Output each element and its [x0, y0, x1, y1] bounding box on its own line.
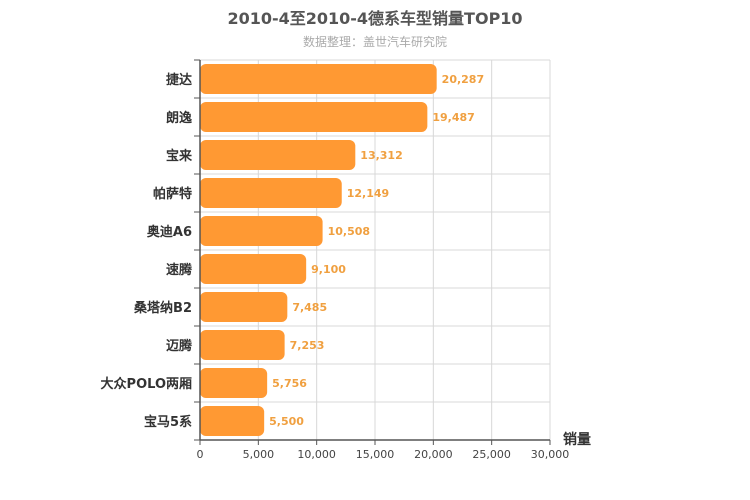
category-label: 桑塔纳B2 — [133, 300, 192, 316]
category-label: 迈腾 — [166, 338, 193, 354]
category-label: 速腾 — [166, 262, 193, 278]
bar — [200, 330, 285, 360]
category-label: 大众POLO两厢 — [101, 376, 192, 392]
bar — [200, 406, 265, 436]
x-tick-label: 25,000 — [472, 448, 511, 461]
data-label: 9,100 — [311, 263, 346, 276]
category-label: 捷达 — [166, 72, 192, 88]
chart-subtitle: 数据整理：盖世汽车研究院 — [302, 35, 447, 49]
data-label: 7,485 — [292, 301, 327, 314]
data-label: 7,253 — [290, 339, 325, 352]
category-label: 宝马5系 — [144, 414, 192, 430]
data-label: 5,756 — [272, 377, 307, 390]
bar — [200, 140, 356, 170]
bar — [200, 368, 268, 398]
data-label: 5,500 — [269, 415, 304, 428]
x-tick-label: 0 — [197, 448, 204, 461]
x-tick-label: 30,000 — [531, 448, 570, 461]
bar — [200, 254, 307, 284]
category-label: 帕萨特 — [153, 186, 192, 202]
x-tick-label: 10,000 — [297, 448, 336, 461]
x-tick-label: 20,000 — [414, 448, 453, 461]
bar-series: 20,287 19,487 13,312 12,149 10,508 9,100 7,485… — [200, 64, 484, 436]
data-label: 10,508 — [328, 225, 370, 238]
data-label: 13,312 — [360, 149, 402, 162]
bar — [200, 102, 428, 132]
chart-title: 2010-4至2010-4德系车型销量TOP10 — [227, 9, 523, 28]
data-label: 19,487 — [432, 111, 474, 124]
bar — [200, 178, 342, 208]
x-tick-label: 15,000 — [356, 448, 395, 461]
bar — [200, 292, 288, 322]
category-label: 宝来 — [166, 148, 193, 164]
x-tick-label: 5,000 — [243, 448, 275, 461]
x-axis-title: 销量 — [563, 431, 591, 448]
data-label: 20,287 — [442, 73, 484, 86]
data-label: 12,149 — [347, 187, 389, 200]
category-label: 奥迪A6 — [147, 224, 192, 240]
bar — [200, 216, 323, 246]
category-label: 朗逸 — [166, 110, 192, 126]
bar — [200, 64, 437, 94]
